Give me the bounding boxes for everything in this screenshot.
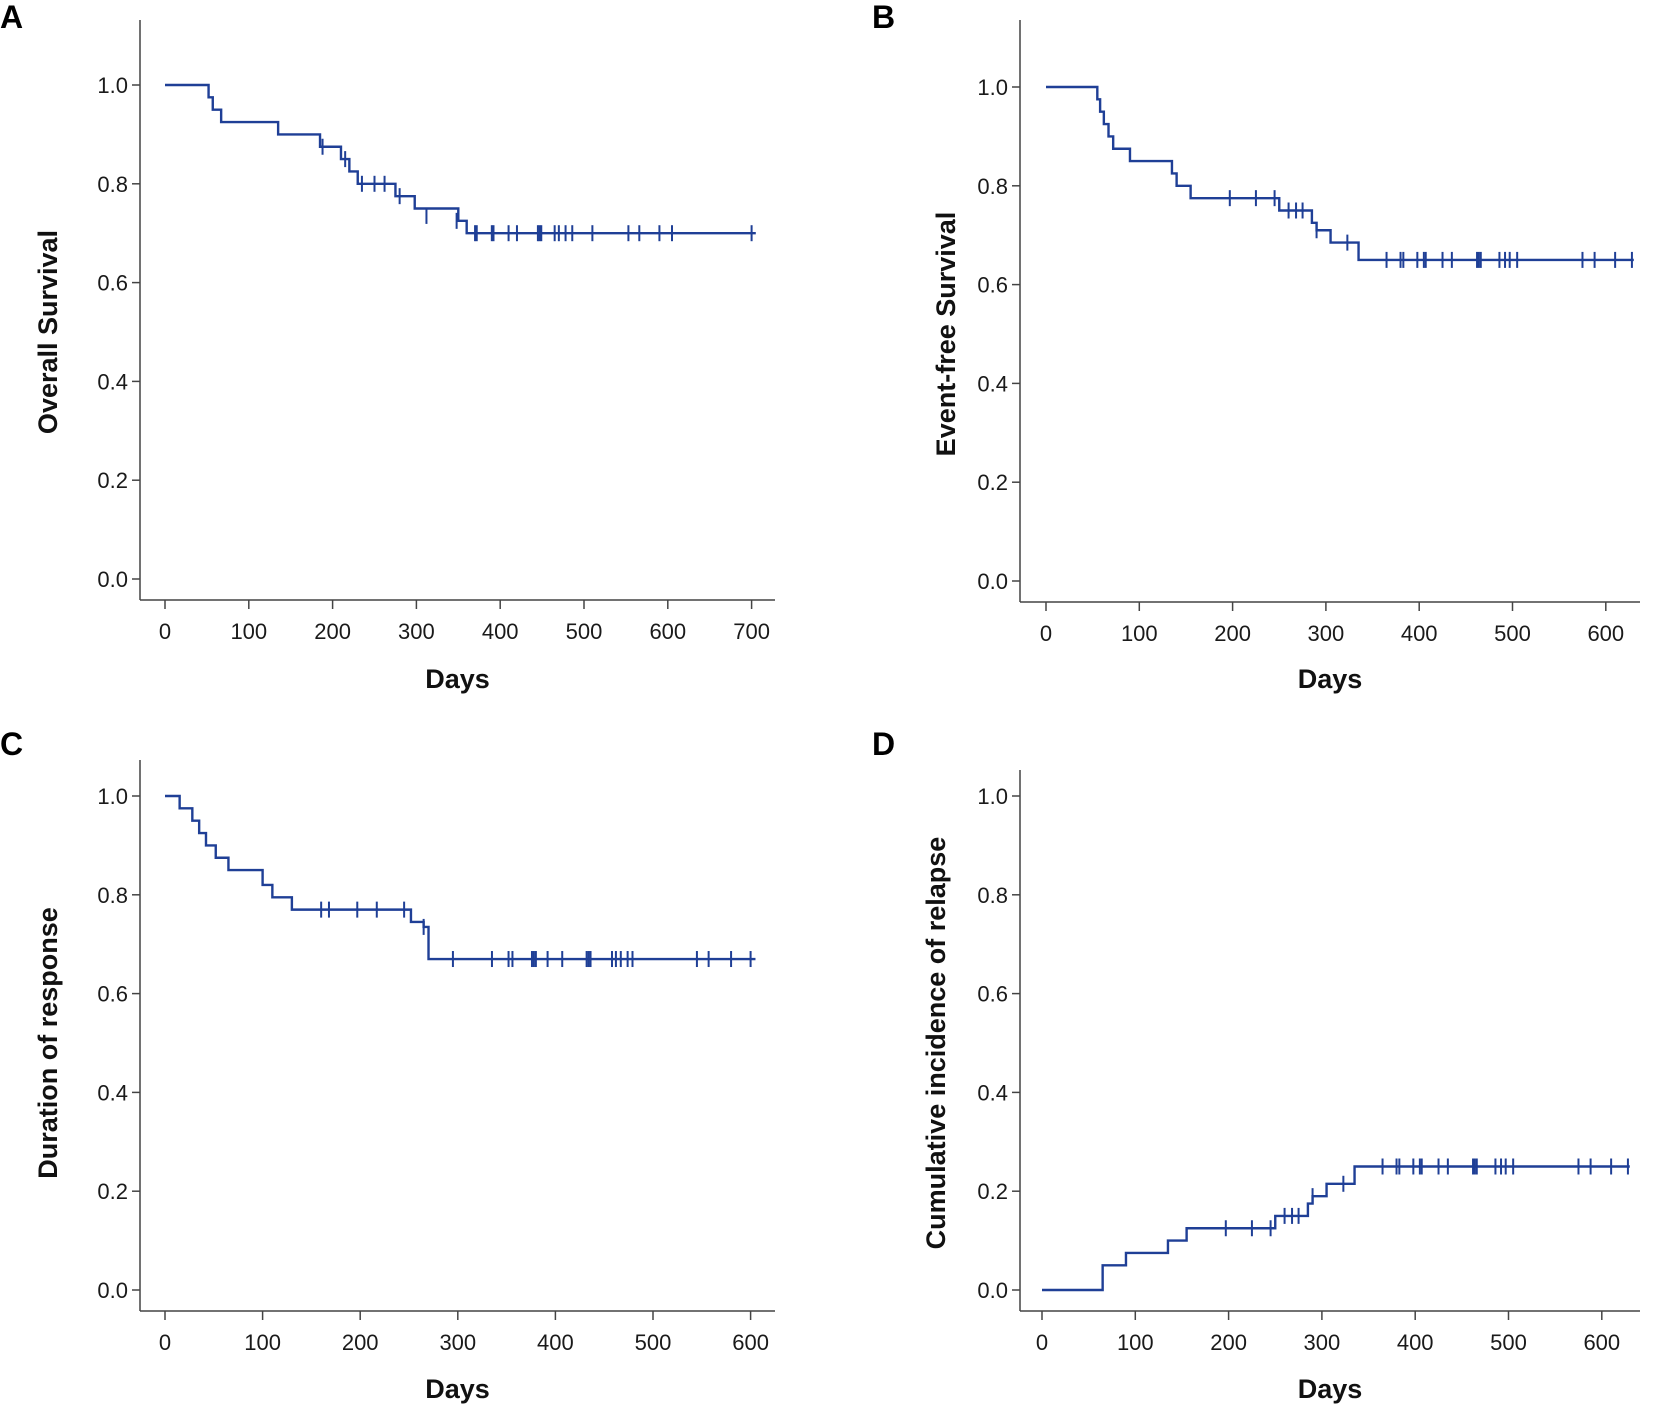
x-tick-label: 400 [537, 1330, 574, 1355]
y-tick-label: 0.2 [977, 470, 1008, 495]
x-tick-label: 400 [1397, 1330, 1434, 1355]
x-tick-label: 0 [159, 619, 171, 644]
panel-b: B 0.0 0.2 0.4 0.6 0.8 1.0 0 100 200 300 400 500 600 Da… [872, 0, 1640, 694]
y-tick-label: 1.0 [977, 784, 1008, 809]
y-axis-title: Cumulative incidence of relapse [921, 837, 951, 1250]
x-tick-label: 400 [1401, 621, 1438, 646]
x-tick-label: 300 [1304, 1330, 1341, 1355]
x-axis-title: Days [1298, 1374, 1363, 1404]
y-tick-label: 0.8 [977, 174, 1008, 199]
x-tick-label: 500 [635, 1330, 672, 1355]
y-tick-label: 1.0 [97, 73, 128, 98]
x-tick-label: 300 [439, 1330, 476, 1355]
km-step-line [165, 794, 756, 961]
x-tick-label: 400 [482, 619, 519, 644]
x-axis-title: Days [425, 664, 490, 694]
km-step-line [165, 83, 756, 235]
x-tick-label: 500 [1494, 621, 1531, 646]
x-tick-label: 0 [1036, 1330, 1048, 1355]
panel-letter: D [872, 726, 895, 762]
y-axis-title: Event-free Survival [931, 212, 961, 457]
y-tick-label: 0.2 [97, 468, 128, 493]
x-tick-label: 500 [1490, 1330, 1527, 1355]
x-axis-title: Days [1298, 664, 1363, 694]
y-tick-label: 0.8 [977, 883, 1008, 908]
y-tick-label: 0.4 [97, 369, 128, 394]
x-tick-label: 100 [244, 1330, 281, 1355]
panel-c: C 0.0 0.2 0.4 0.6 0.8 1.0 0 100 200 300 400 500 600 Da… [0, 726, 775, 1404]
panel-letter: B [872, 0, 895, 35]
y-tick-label: 0.4 [977, 371, 1008, 396]
x-tick-label: 200 [342, 1330, 379, 1355]
y-tick-label: 0.6 [97, 271, 128, 296]
km-step-line [1046, 85, 1634, 262]
panel-d: D 0.0 0.2 0.4 0.6 0.8 1.0 0 100 200 300 400 500 600 Da… [872, 726, 1640, 1404]
panel-letter: A [0, 0, 23, 35]
x-tick-label: 100 [1117, 1330, 1154, 1355]
km-step-line [1042, 1165, 1630, 1292]
y-tick-label: 0.0 [977, 569, 1008, 594]
y-tick-label: 0.0 [97, 1278, 128, 1303]
y-axis-title: Duration of response [33, 907, 63, 1179]
y-axis-title: Overall Survival [33, 230, 63, 434]
x-tick-label: 600 [1587, 621, 1624, 646]
x-tick-label: 300 [398, 619, 435, 644]
y-tick-label: 1.0 [977, 75, 1008, 100]
y-tick-label: 1.0 [97, 784, 128, 809]
x-tick-label: 100 [1121, 621, 1158, 646]
x-tick-label: 600 [649, 619, 686, 644]
x-tick-label: 200 [314, 619, 351, 644]
y-tick-label: 0.8 [97, 883, 128, 908]
x-tick-label: 300 [1308, 621, 1345, 646]
x-axis-title: Days [425, 1374, 490, 1404]
y-tick-label: 0.4 [977, 1080, 1008, 1105]
y-tick-label: 0.8 [97, 172, 128, 197]
panel-letter: C [0, 726, 23, 762]
x-tick-label: 100 [230, 619, 267, 644]
y-tick-label: 0.2 [97, 1179, 128, 1204]
x-tick-label: 200 [1214, 621, 1251, 646]
y-tick-label: 0.4 [97, 1080, 128, 1105]
x-tick-label: 600 [1583, 1330, 1620, 1355]
y-tick-label: 0.0 [97, 567, 128, 592]
y-tick-label: 0.2 [977, 1179, 1008, 1204]
x-tick-label: 0 [159, 1330, 171, 1355]
y-tick-label: 0.6 [977, 982, 1008, 1007]
x-tick-label: 0 [1040, 621, 1052, 646]
y-tick-label: 0.6 [977, 273, 1008, 298]
x-tick-label: 500 [566, 619, 603, 644]
x-tick-label: 700 [733, 619, 770, 644]
y-tick-label: 0.0 [977, 1278, 1008, 1303]
x-tick-label: 200 [1210, 1330, 1247, 1355]
y-tick-label: 0.6 [97, 982, 128, 1007]
x-tick-label: 600 [732, 1330, 769, 1355]
panel-a: A 0.0 0.2 0.4 0.6 0.8 1.0 0 100 200 300 400 500 600 70… [0, 0, 775, 694]
